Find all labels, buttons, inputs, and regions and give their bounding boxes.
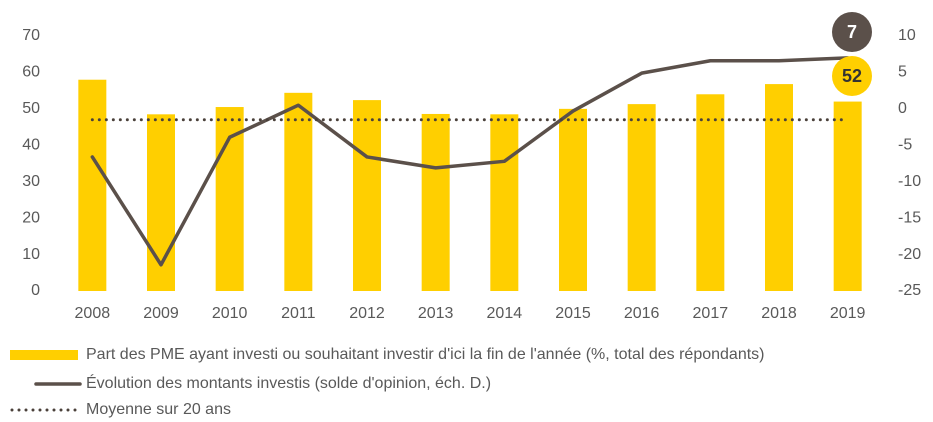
y2-tick-label: 0 — [898, 100, 907, 117]
y-tick-label: 10 — [22, 246, 40, 263]
value-label: 7 — [847, 22, 857, 42]
value-badge — [832, 56, 872, 96]
x-tick-label: 2015 — [555, 305, 591, 322]
y2-tick-label: -20 — [898, 246, 921, 263]
bar — [78, 79, 107, 291]
legend-label: Évolution des montants investis (solde d… — [86, 373, 491, 392]
legend-swatch — [10, 350, 78, 360]
x-tick-label: 2018 — [761, 305, 797, 322]
bar — [627, 104, 656, 291]
x-tick-label: 2019 — [830, 305, 866, 322]
y-tick-label: 40 — [22, 137, 40, 154]
y-tick-label: 30 — [22, 173, 40, 190]
bar — [696, 94, 725, 292]
x-tick-label: 2008 — [75, 305, 111, 322]
y2-tick-label: -5 — [898, 137, 912, 154]
bar — [765, 84, 793, 291]
x-tick-label: 2017 — [693, 305, 729, 322]
x-tick-label: 2010 — [212, 305, 248, 322]
y-tick-label: 50 — [22, 100, 40, 117]
bar — [215, 107, 244, 292]
bar — [833, 101, 862, 291]
y-tick-label: 0 — [31, 282, 40, 299]
y-tick-label: 60 — [22, 64, 40, 81]
bar — [490, 114, 519, 291]
bar — [284, 92, 313, 291]
x-tick-label: 2014 — [487, 305, 523, 322]
x-tick-label: 2011 — [281, 305, 316, 322]
y-tick-label: 20 — [22, 209, 40, 226]
bar — [421, 113, 450, 291]
line — [90, 56, 850, 267]
bar — [559, 108, 587, 291]
bar — [353, 100, 381, 291]
y-tick-label: 70 — [22, 27, 40, 44]
y2-tick-label: -15 — [898, 209, 921, 226]
legend-label: Part des PME ayant investi ou souhaitant… — [86, 346, 764, 363]
legend-label: Moyenne sur 20 ans — [86, 401, 231, 418]
y2-tick-label: 10 — [898, 27, 916, 44]
y2-tick-label: 5 — [898, 64, 907, 81]
value-label: 52 — [842, 66, 862, 86]
y2-tick-label: -25 — [898, 282, 921, 299]
x-tick-label: 2009 — [143, 305, 179, 322]
x-tick-label: 2013 — [418, 305, 454, 322]
x-tick-label: 2016 — [624, 305, 660, 322]
x-tick-label: 2012 — [349, 305, 385, 322]
y2-tick-label: -10 — [898, 173, 921, 190]
value-badge — [832, 12, 872, 52]
